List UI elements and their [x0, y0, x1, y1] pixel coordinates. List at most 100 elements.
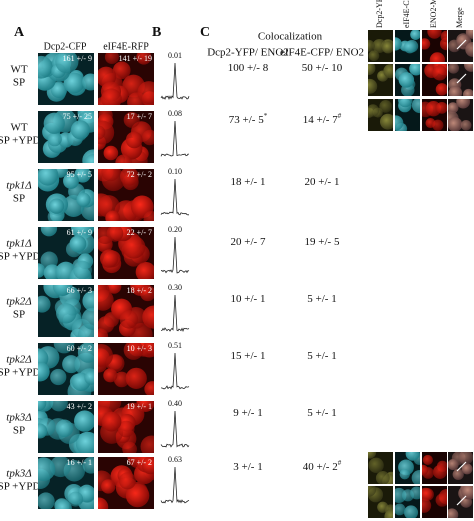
cell — [448, 458, 459, 471]
cells — [98, 401, 154, 453]
coloc-value: 50 +/- 10 — [302, 62, 343, 74]
cell — [69, 235, 87, 253]
condition-label: SP +YPD — [0, 367, 40, 379]
cell — [395, 503, 406, 516]
coloc-value: 5 +/- 1 — [307, 293, 336, 305]
cell — [422, 38, 431, 50]
micrograph — [422, 452, 447, 484]
cell — [73, 260, 92, 279]
cell — [368, 50, 380, 62]
peak-label: 0.63 — [168, 455, 182, 464]
cells — [395, 30, 420, 54]
cell — [118, 472, 137, 490]
cell — [55, 419, 74, 438]
value: 40 +/- 2 — [303, 461, 338, 473]
value: 9 +/- 1 — [233, 407, 262, 419]
cells — [448, 486, 473, 518]
value: 100 +/- 8 — [228, 62, 269, 74]
cell — [98, 497, 109, 509]
cell — [49, 457, 72, 478]
strain-label: tpk3Δ — [6, 412, 31, 424]
cell — [100, 88, 122, 105]
cells — [424, 64, 447, 96]
cell — [411, 470, 420, 484]
cell — [119, 169, 139, 186]
cell — [68, 491, 84, 507]
cells — [422, 487, 447, 513]
cells — [38, 457, 94, 509]
value: 50 +/- 10 — [302, 62, 343, 74]
cell — [122, 441, 137, 453]
cell — [101, 411, 122, 432]
strain-label: WT — [10, 122, 27, 134]
peak-label: 0.51 — [168, 341, 182, 350]
cell — [395, 37, 402, 51]
cells — [368, 452, 393, 484]
cells — [368, 486, 393, 518]
cell — [368, 78, 378, 94]
cell — [103, 368, 118, 383]
value: 10 +/- 1 — [231, 293, 266, 305]
cell — [397, 99, 413, 108]
strain-label: tpk3Δ — [6, 468, 31, 480]
cell — [435, 493, 447, 507]
peak-label: 0.40 — [168, 399, 182, 408]
cell — [119, 310, 139, 329]
cell — [399, 468, 410, 480]
value: 20 +/- 7 — [231, 236, 266, 248]
arrow — [456, 39, 467, 50]
cell — [47, 132, 62, 147]
micrograph — [395, 64, 420, 96]
cell — [143, 343, 154, 355]
coloc-value: 20 +/- 7 — [231, 236, 266, 248]
condition-label: SP +YPD — [0, 251, 40, 263]
cell — [123, 343, 144, 360]
micrograph — [368, 64, 393, 96]
cell — [82, 290, 94, 312]
micrograph — [38, 343, 94, 395]
count-label: 72 +/- 2 — [127, 170, 152, 179]
value: 20 +/- 1 — [305, 176, 340, 188]
micrograph — [38, 457, 94, 509]
column-header: eIF4E-CFP/ ENO2 — [280, 47, 364, 59]
image-header: eIF4E-CFP — [402, 0, 411, 28]
condition-label: SP — [13, 425, 25, 437]
cell — [38, 423, 48, 439]
cell — [74, 410, 94, 432]
count-label: 66 +/- 3 — [67, 286, 92, 295]
cell — [432, 119, 444, 131]
count-label: 67 +/- 2 — [127, 458, 152, 467]
cell — [458, 452, 473, 465]
cells — [38, 401, 94, 453]
cell — [70, 120, 90, 140]
micrograph — [422, 30, 447, 62]
coloc-value: 3 +/- 1 — [233, 461, 262, 473]
cell — [55, 53, 79, 74]
image-header: Merge — [455, 7, 464, 28]
superscript: # — [338, 459, 342, 467]
cells — [448, 452, 473, 481]
micrograph — [38, 285, 94, 337]
trace — [160, 178, 189, 216]
micrograph — [448, 99, 473, 131]
coloc-value: 9 +/- 1 — [233, 407, 262, 419]
cell — [435, 83, 447, 96]
cell — [381, 41, 393, 54]
coloc-value: 40 +/- 2# — [303, 459, 342, 473]
micrograph — [448, 452, 473, 484]
cells — [38, 227, 94, 279]
cell — [395, 115, 404, 131]
cell — [106, 285, 122, 294]
cell — [398, 72, 415, 88]
peak-label: 0.08 — [168, 109, 182, 118]
cell — [84, 154, 94, 163]
cell — [465, 42, 473, 57]
cells — [422, 30, 447, 62]
micrograph — [422, 99, 447, 131]
cell — [105, 210, 121, 221]
cell — [141, 457, 154, 475]
cells — [422, 100, 447, 131]
cell — [125, 367, 147, 389]
cell — [98, 289, 114, 311]
micrograph — [368, 30, 393, 62]
